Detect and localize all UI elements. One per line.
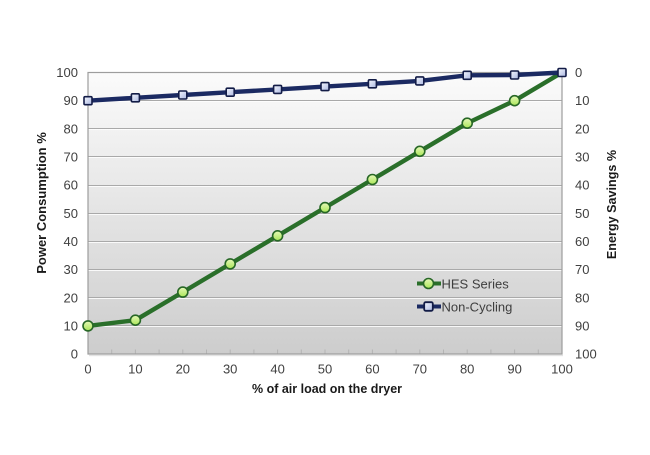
svg-text:90: 90 <box>507 362 521 377</box>
svg-text:60: 60 <box>575 234 589 249</box>
svg-text:50: 50 <box>575 206 589 221</box>
svg-text:90: 90 <box>64 93 78 108</box>
svg-text:10: 10 <box>64 319 78 334</box>
svg-text:60: 60 <box>365 362 379 377</box>
svg-text:80: 80 <box>460 362 474 377</box>
svg-text:HES Series: HES Series <box>442 276 510 291</box>
svg-text:80: 80 <box>64 121 78 136</box>
svg-text:70: 70 <box>413 362 427 377</box>
svg-text:40: 40 <box>270 362 284 377</box>
svg-text:30: 30 <box>223 362 237 377</box>
svg-text:100: 100 <box>56 65 78 80</box>
svg-text:0: 0 <box>575 65 582 80</box>
svg-text:30: 30 <box>64 262 78 277</box>
svg-text:10: 10 <box>128 362 142 377</box>
svg-text:40: 40 <box>64 234 78 249</box>
svg-text:70: 70 <box>64 150 78 165</box>
svg-text:50: 50 <box>64 206 78 221</box>
svg-text:30: 30 <box>575 150 589 165</box>
svg-text:50: 50 <box>318 362 332 377</box>
svg-text:60: 60 <box>64 178 78 193</box>
svg-text:80: 80 <box>575 290 589 305</box>
svg-text:Energy Savings %: Energy Savings % <box>605 150 619 259</box>
svg-text:10: 10 <box>575 93 589 108</box>
svg-text:20: 20 <box>575 121 589 136</box>
svg-text:100: 100 <box>551 362 573 377</box>
svg-text:Non-Cycling: Non-Cycling <box>442 299 513 314</box>
svg-text:40: 40 <box>575 178 589 193</box>
svg-text:0: 0 <box>84 362 91 377</box>
svg-text:% of air load on the dryer: % of air load on the dryer <box>252 382 402 396</box>
svg-text:0: 0 <box>71 347 78 362</box>
svg-text:90: 90 <box>575 319 589 334</box>
svg-text:20: 20 <box>64 290 78 305</box>
svg-text:20: 20 <box>176 362 190 377</box>
svg-text:Power Consumption %: Power Consumption % <box>34 132 49 274</box>
svg-text:70: 70 <box>575 262 589 277</box>
svg-text:100: 100 <box>575 347 597 362</box>
